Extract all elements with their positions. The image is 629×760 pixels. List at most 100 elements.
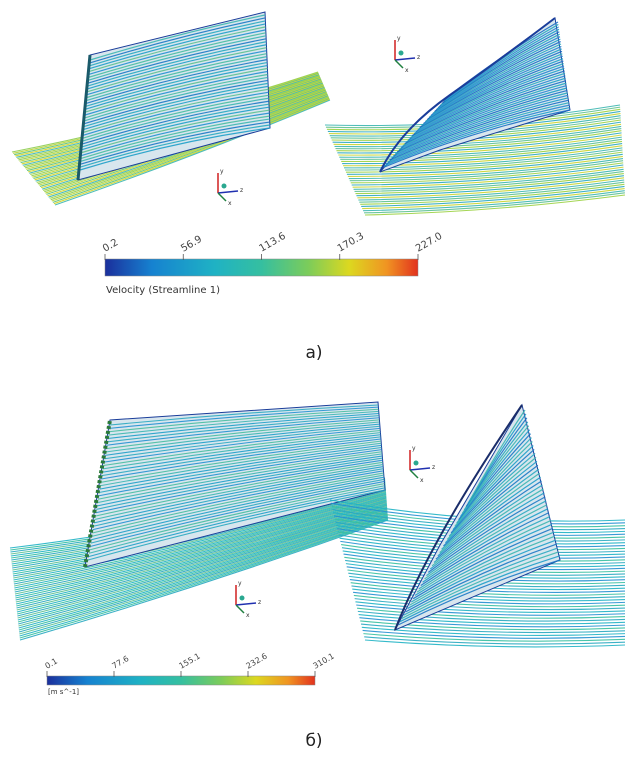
streamline — [350, 162, 624, 184]
streamline — [419, 60, 564, 128]
streamline — [81, 109, 270, 154]
streamline — [15, 503, 387, 605]
streamline — [360, 623, 626, 634]
streamline — [351, 164, 624, 186]
streamline — [411, 70, 565, 137]
streamline — [83, 88, 269, 133]
streamline — [92, 470, 384, 531]
streamline — [86, 47, 267, 93]
streamline — [454, 441, 533, 527]
axis-label: z — [240, 187, 243, 194]
streamline — [99, 444, 382, 490]
streamline — [400, 84, 567, 149]
streamline — [98, 449, 382, 497]
streamline — [51, 97, 330, 202]
colorbar-tick-label: 232.6 — [245, 651, 269, 670]
streamline — [85, 67, 268, 113]
streamline — [84, 70, 268, 116]
axis-label: x — [420, 477, 424, 484]
streamline — [89, 14, 266, 61]
streamline — [430, 45, 562, 116]
streamline — [50, 96, 330, 201]
streamline — [460, 429, 531, 517]
streamline — [346, 153, 623, 175]
streamline — [81, 112, 270, 157]
streamline — [354, 170, 624, 192]
streamline — [353, 168, 624, 190]
colorbar-label: Velocity (Streamline 1) — [106, 285, 220, 296]
streamline — [399, 555, 560, 623]
colorbar — [46, 675, 316, 686]
colorbar-tick-label: 0.2 — [101, 237, 120, 254]
streamline — [351, 585, 626, 599]
streamline — [415, 65, 565, 133]
streamline — [89, 23, 266, 70]
streamline — [52, 98, 330, 203]
streamline — [108, 408, 379, 433]
streamline — [79, 127, 271, 171]
streamline — [439, 472, 541, 554]
axis-label: z — [258, 599, 261, 606]
streamline — [84, 73, 268, 119]
streamline — [363, 633, 626, 642]
streamline — [347, 155, 623, 177]
streamline — [416, 519, 552, 593]
streamline — [348, 158, 624, 180]
colorbar-tick-label: 227.0 — [414, 231, 444, 255]
blade-outline — [379, 17, 556, 173]
streamline — [81, 106, 270, 151]
colorbar-tick-label: 155.1 — [178, 651, 202, 670]
streamline — [339, 136, 622, 158]
streamline — [403, 547, 558, 616]
streamline — [431, 488, 544, 567]
caption: б) — [305, 731, 322, 751]
streamline — [101, 438, 381, 480]
streamline — [443, 28, 560, 102]
streamline — [18, 514, 388, 629]
streamline — [93, 468, 384, 527]
axis-label: x — [228, 200, 232, 207]
streamline — [389, 99, 569, 161]
streamline — [85, 59, 268, 104]
streamline — [418, 516, 551, 590]
streamline — [19, 519, 389, 641]
streamline — [15, 500, 387, 599]
streamline — [432, 43, 562, 114]
colorbar-tick-label: 56.9 — [179, 234, 204, 255]
axis-arrow — [235, 602, 257, 606]
streamline — [354, 598, 626, 611]
streamline — [82, 91, 269, 136]
streamline — [361, 185, 625, 207]
streamline — [360, 620, 626, 631]
streamline — [444, 460, 538, 544]
streamline — [456, 437, 532, 524]
streamline — [96, 457, 383, 510]
colorbar-tick-label: 310.1 — [312, 651, 336, 670]
streamline — [446, 456, 537, 540]
streamline — [350, 582, 626, 596]
streamline — [107, 415, 379, 443]
streamline — [18, 513, 388, 627]
streamline — [440, 33, 560, 106]
streamline — [344, 147, 623, 169]
streamline — [80, 121, 270, 165]
streamline — [14, 496, 387, 591]
streamline — [92, 472, 384, 534]
axis-label: y — [238, 580, 242, 587]
axis-label: x — [405, 67, 409, 74]
streamline — [17, 511, 388, 623]
streamline — [81, 103, 270, 148]
streamline — [364, 636, 626, 645]
streamline — [437, 476, 541, 557]
streamline — [87, 44, 267, 90]
streamline — [100, 442, 382, 487]
streamline — [363, 190, 625, 212]
streamline — [442, 31, 560, 104]
streamline — [394, 92, 568, 155]
streamline — [95, 459, 383, 514]
streamline — [89, 483, 385, 551]
streamline — [410, 72, 566, 139]
streamline — [408, 75, 566, 141]
streamline — [90, 478, 385, 544]
